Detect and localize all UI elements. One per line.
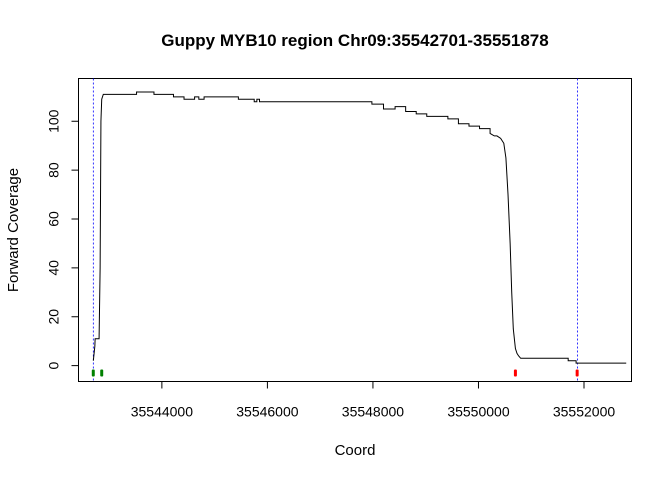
coverage-line	[92, 91, 627, 364]
y-axis: 0 20 40 60 80 100	[46, 109, 79, 370]
feature-marker	[91, 369, 95, 377]
chart-title: Guppy MYB10 region Chr09:35542701-355518…	[161, 31, 548, 50]
region-boundary-lines	[92, 78, 578, 382]
y-tick-label: 0	[46, 362, 62, 370]
feature-marker	[100, 369, 104, 377]
y-axis-label: Forward Coverage	[5, 168, 22, 292]
x-tick-label: 35546000	[236, 404, 299, 420]
x-tick-label: 35544000	[131, 404, 194, 420]
plot-frame	[78, 78, 632, 382]
coverage-series	[92, 91, 627, 364]
x-axis-label: Coord	[335, 442, 376, 459]
y-tick-label: 20	[46, 309, 62, 325]
y-tick-label: 40	[46, 260, 62, 276]
x-tick-label: 35548000	[342, 404, 405, 420]
feature-markers	[91, 369, 579, 377]
feature-marker	[513, 369, 517, 377]
x-axis: 35544000 35546000 35548000 35550000 35552000	[131, 381, 616, 420]
x-tick-label: 35552000	[553, 404, 616, 420]
feature-marker	[575, 369, 579, 377]
x-tick-label: 35550000	[447, 404, 510, 420]
y-tick-label: 60	[46, 211, 62, 227]
y-tick-label: 80	[46, 162, 62, 178]
y-tick-label: 100	[46, 109, 62, 133]
